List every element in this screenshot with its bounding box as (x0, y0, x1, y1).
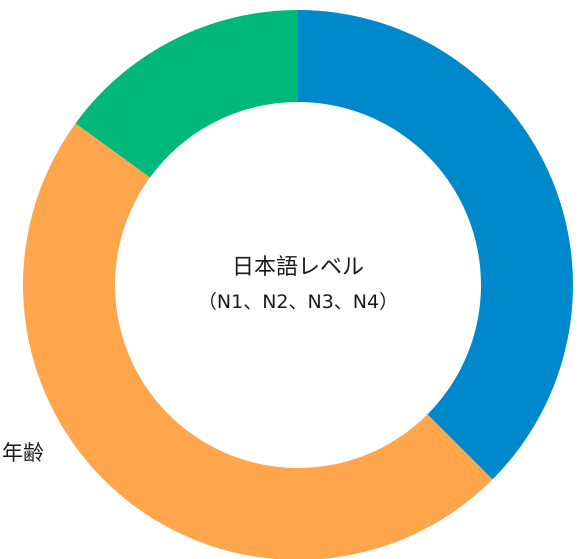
donut-slice-2 (23, 123, 493, 559)
donut-slice-3 (75, 10, 298, 178)
chart-center-subtitle: （N1、N2、N3、N4） (197, 291, 399, 313)
donut-slice-1 (298, 10, 573, 480)
annotation-label: 年齢 (2, 441, 44, 465)
chart-center-title: 日本語レベル (231, 255, 364, 280)
